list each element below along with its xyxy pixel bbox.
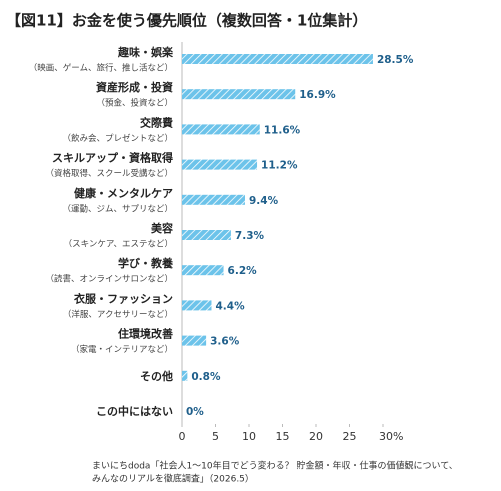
bar (182, 230, 231, 240)
value-label: 0.8% (191, 371, 221, 383)
bar (182, 370, 188, 381)
category-note: （洋服、アクセサリーなど） (63, 309, 173, 320)
category-label: この中にはない (96, 404, 173, 418)
source: みんなのリアルを徹底調査」（2026.5） (92, 473, 254, 485)
source: まいにちdoda「社会人1〜10年目でどう変わる？ 貯金額・年収・仕事の価値観に… (92, 460, 458, 472)
value-label: 28.5% (377, 54, 414, 66)
value-label: 9.4% (249, 195, 279, 207)
value-label: 11.2% (261, 160, 298, 172)
category-label: 趣味・娯楽 (117, 45, 174, 59)
bar (182, 54, 373, 64)
value-label: 7.3% (235, 230, 265, 242)
x-tick-label: 30% (379, 430, 403, 443)
bar (182, 124, 260, 135)
category-note: （家電・インテリアなど） (71, 344, 173, 355)
bar (182, 265, 224, 276)
category-note: （読書、オンラインサロンなど） (45, 274, 173, 285)
bar (182, 159, 258, 170)
category-note: （飲み会、プレゼントなど） (62, 133, 173, 144)
category-note: （資格取得、スクール受講など） (45, 168, 173, 179)
bar (182, 335, 207, 346)
value-label: 16.9% (299, 89, 336, 101)
value-label: 11.6% (264, 124, 301, 136)
category-label: その他 (140, 369, 173, 383)
category-note: （映画、ゲーム、旅行、推し活など） (29, 63, 173, 74)
category-note: （スキンケア、エステなど） (64, 239, 173, 250)
category-label: 資産形成・投資 (96, 80, 173, 94)
category-label: 美容 (151, 221, 173, 235)
category-note: （運動、ジム、サプリなど） (62, 203, 173, 214)
x-tick-label: 10 (242, 430, 256, 443)
x-tick-label: 15 (276, 430, 290, 443)
value-label: 4.4% (215, 300, 245, 312)
category-label: スキルアップ・資格取得 (52, 151, 173, 165)
x-tick-label: 20 (309, 430, 323, 443)
bar (182, 194, 245, 205)
category-label: 交際費 (140, 115, 173, 129)
category-label: 住環境改善 (118, 327, 173, 341)
value-label: 6.2% (228, 265, 258, 277)
x-tick-label: 0 (179, 430, 186, 443)
x-tick-label: 5 (212, 430, 219, 443)
value-label: 0% (186, 406, 204, 418)
x-tick-label: 25 (343, 430, 357, 443)
category-label: 衣服・ファッション (74, 291, 173, 305)
category-label: 健康・メンタルケア (74, 186, 173, 200)
chart-title: 【図11】お金を使う優先順位（複数回答・1位集計） (6, 12, 367, 30)
value-label: 3.6% (210, 336, 240, 348)
category-label: 学び・教養 (118, 256, 173, 270)
category-note: （預金、投資など） (96, 98, 173, 109)
bar (182, 89, 296, 100)
bar (182, 300, 212, 311)
